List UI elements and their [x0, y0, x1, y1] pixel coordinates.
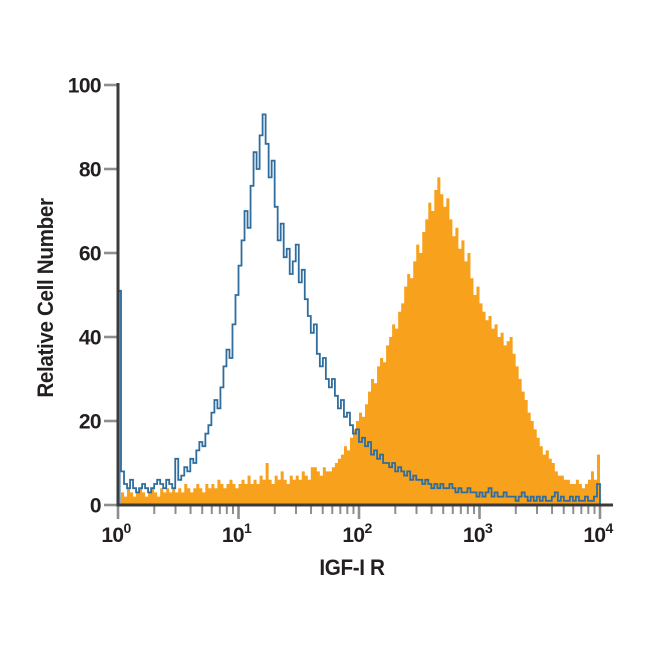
x-tick-label: 100: [101, 520, 131, 547]
x-tick-label: 102: [342, 520, 372, 547]
x-tick-label: 101: [222, 520, 252, 547]
blue-outline-edge-spike: [118, 290, 121, 505]
x-tick-label: 104: [583, 520, 613, 547]
y-tick-label: 20: [79, 411, 101, 434]
y-tick-label: 100: [68, 75, 101, 98]
y-tick-label: 0: [90, 495, 101, 518]
y-tick-label: 60: [79, 243, 101, 266]
y-axis-title: Relative Cell Number: [33, 198, 58, 398]
y-tick-label: 80: [79, 159, 101, 182]
x-axis-title: IGF-I R: [319, 555, 385, 580]
orange-filled-histogram: [118, 177, 600, 505]
blue-outline-histogram: [117, 113, 601, 505]
x-tick-label: 103: [463, 520, 493, 547]
y-tick-label: 40: [79, 327, 101, 350]
